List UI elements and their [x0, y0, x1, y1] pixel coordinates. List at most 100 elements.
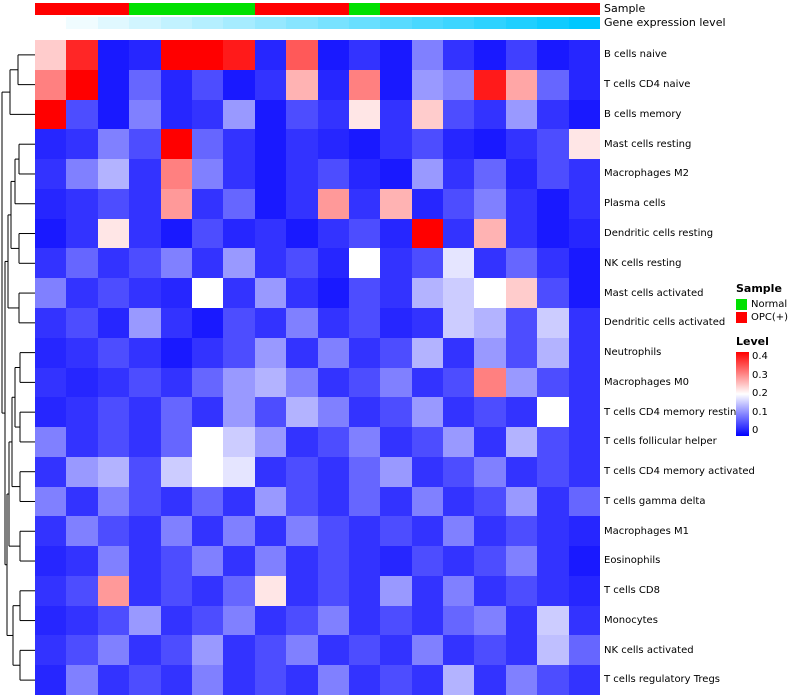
heatmap-cell — [505, 40, 538, 70]
heatmap-cell — [35, 337, 67, 368]
heatmap-cell — [254, 575, 287, 606]
gene-expression-annotation-label: Gene expression level — [604, 16, 726, 29]
heatmap-cell — [129, 486, 161, 517]
legend-sample-items: Normal OPC(+) — [736, 299, 798, 323]
gene-expression-annotation-cell — [505, 16, 538, 29]
heatmap-cell — [97, 99, 130, 130]
heatmap-cell — [411, 248, 444, 279]
heatmap-cell — [380, 546, 412, 576]
heatmap-cell — [160, 248, 192, 279]
heatmap-cell — [66, 456, 98, 487]
heatmap-cell — [443, 605, 475, 636]
heatmap-cell — [286, 456, 318, 487]
heatmap-cell — [568, 546, 600, 576]
heatmap-cell — [348, 397, 381, 428]
heatmap-cell — [505, 397, 538, 428]
heatmap-cell — [317, 427, 349, 457]
heatmap-cell — [348, 486, 381, 517]
heatmap-cell — [411, 665, 444, 695]
heatmap-cell — [35, 278, 67, 308]
heatmap-cell — [317, 575, 349, 606]
heatmap-cell — [537, 456, 569, 487]
heatmap-cell — [348, 427, 381, 457]
row-label: B cells memory — [604, 108, 682, 120]
heatmap-cell — [254, 546, 287, 576]
legend-level-title: Level — [736, 335, 769, 348]
heatmap-cell — [317, 248, 349, 279]
row-label: NK cells resting — [604, 257, 682, 269]
heatmap-cell — [443, 397, 475, 428]
heatmap-cell — [317, 278, 349, 308]
heatmap-cell — [66, 635, 98, 666]
heatmap-cell — [254, 307, 287, 338]
heatmap-cell — [348, 40, 381, 70]
heatmap-cell — [505, 456, 538, 487]
heatmap-cell — [568, 367, 600, 398]
heatmap-cell — [97, 427, 130, 457]
heatmap-cell — [66, 665, 98, 695]
sample-annotation-cell — [97, 3, 130, 15]
heatmap-cell — [474, 248, 506, 279]
heatmap-cell — [286, 546, 318, 576]
heatmap-cell — [537, 69, 569, 100]
heatmap-cell — [411, 99, 444, 130]
heatmap-cell — [348, 456, 381, 487]
heatmap-cell — [286, 516, 318, 547]
row-label: Mast cells activated — [604, 287, 704, 299]
level-tick-label: 0.4 — [752, 351, 768, 362]
row-label: T cells gamma delta — [604, 495, 706, 507]
heatmap-cell — [160, 397, 192, 428]
heatmap-cell — [254, 99, 287, 130]
heatmap-cell — [411, 546, 444, 576]
heatmap-cell — [505, 99, 538, 130]
heatmap-cell — [474, 516, 506, 547]
heatmap-cell — [254, 427, 287, 457]
heatmap-cell — [35, 575, 67, 606]
heatmap-cell — [286, 337, 318, 368]
heatmap-cell — [254, 367, 287, 398]
row-label: B cells naive — [604, 49, 667, 61]
heatmap-cell — [160, 307, 192, 338]
heatmap-cell — [160, 129, 192, 160]
heatmap-cell — [568, 575, 600, 606]
legend-panel: Sample Normal OPC(+) Level 0.4 0.3 0.2 0.1 0 — [736, 282, 798, 436]
heatmap-cell — [568, 397, 600, 428]
heatmap-cell — [505, 278, 538, 308]
heatmap-cell — [191, 397, 224, 428]
heatmap-cell — [348, 575, 381, 606]
heatmap-cell — [160, 278, 192, 308]
heatmap-cell — [223, 516, 255, 547]
heatmap-cell — [129, 367, 161, 398]
heatmap-cell — [223, 456, 255, 487]
heatmap-cell — [348, 635, 381, 666]
heatmap-cell — [129, 99, 161, 130]
heatmap-cell — [380, 456, 412, 487]
heatmap-cell — [505, 69, 538, 100]
heatmap-cell — [129, 516, 161, 547]
heatmap-cell — [348, 367, 381, 398]
heatmap-cell — [411, 188, 444, 219]
heatmap-cell — [505, 427, 538, 457]
heatmap-grid — [35, 40, 600, 695]
heatmap-cell — [443, 99, 475, 130]
heatmap-cell — [160, 367, 192, 398]
heatmap-cell — [568, 129, 600, 160]
heatmap-cell — [537, 397, 569, 428]
level-gradient-bar — [736, 352, 749, 436]
heatmap-cell — [286, 427, 318, 457]
heatmap-cell — [317, 605, 349, 636]
heatmap-cell — [505, 546, 538, 576]
heatmap-cell — [66, 337, 98, 368]
heatmap-cell — [380, 129, 412, 160]
sample-annotation-cell — [348, 3, 381, 15]
legend-item-label: OPC(+) — [751, 312, 789, 323]
heatmap-cell — [286, 397, 318, 428]
heatmap-cell — [129, 278, 161, 308]
heatmap-cell — [223, 575, 255, 606]
sample-annotation-cell — [443, 3, 475, 15]
heatmap-cell — [35, 188, 67, 219]
heatmap-cell — [191, 159, 224, 189]
heatmap-cell — [317, 665, 349, 695]
heatmap-cell — [191, 427, 224, 457]
heatmap-cell — [160, 456, 192, 487]
